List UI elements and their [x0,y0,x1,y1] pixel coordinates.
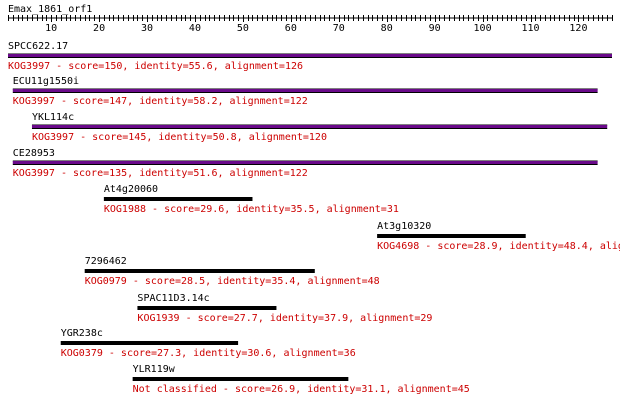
hit-row: SPAC11D3.14c KOG1939 - score=27.7, identi… [137,293,432,324]
hit-row: At4g20060 KOG1988 - score=29.6, identity=… [103,184,399,215]
axis-tick-label: 40 [189,23,201,34]
query-axis-ticks: 10 20 30 40 50 60 70 80 90 100 110 120 [8,15,613,34]
axis-tick-label: 90 [429,23,441,34]
axis-tick-label: 30 [141,23,153,34]
hit-bar[interactable] [12,89,598,92]
hit-bar[interactable] [377,234,526,238]
hit-row: ECU11g1550i KOG3997 - score=147, identity… [12,76,598,107]
axis-tick-label: 60 [285,23,297,34]
hit-row: YKL114c KOG3997 - score=145, identity=50.… [31,112,608,143]
hit-bar[interactable] [137,306,277,310]
hit-row: YLR119w Not classified - score=26.9, iden… [132,364,470,395]
hit-annotation[interactable]: KOG3997 - score=150, identity=55.6, alig… [8,61,303,72]
hit-row: 7296462 KOG0979 - score=28.5, identity=35… [84,256,380,287]
hit-bar-outline-bottom [12,92,598,93]
hit-annotation[interactable]: KOG1939 - score=27.7, identity=37.9, ali… [137,313,432,324]
query-title: Emax_1861_orf1 [8,4,92,15]
hit-name[interactable]: YGR238c [61,328,103,339]
hit-annotation[interactable]: Not classified - score=26.9, identity=31… [133,384,470,395]
axis-tick-label: 70 [333,23,345,34]
hit-bar[interactable] [8,54,612,57]
hit-name[interactable]: SPCC622.17 [8,41,68,52]
hit-bar[interactable] [31,125,608,128]
hit-name[interactable]: CE28953 [13,148,55,159]
hit-row: YGR238c KOG0379 - score=27.3, identity=30… [60,328,356,359]
hit-annotation[interactable]: KOG4698 - score=28.9, identity=48.4, ali… [377,241,620,252]
hit-list: SPCC622.17 KOG3997 - score=150, identity=… [8,41,620,395]
axis-tick-label: 110 [521,23,539,34]
axis-tick-label: 20 [93,23,105,34]
hit-bar[interactable] [103,197,253,201]
hit-name[interactable]: At3g10320 [377,221,431,232]
hit-bar[interactable] [12,161,598,164]
hit-bar-outline-bottom [12,164,598,165]
axis-tick-label: 50 [237,23,249,34]
hit-row: SPCC622.17 KOG3997 - score=150, identity=… [8,41,612,72]
hit-row: CE28953 KOG3997 - score=135, identity=51.… [12,148,598,179]
axis-tick-label: 10 [45,23,57,34]
hit-name[interactable]: ECU11g1550i [13,76,79,87]
query-header: Emax_1861_orf1 10 20 30 40 50 60 70 80 90 100 110 1… [8,4,613,34]
hit-bar-outline-bottom [31,128,608,129]
hit-name[interactable]: 7296462 [85,256,127,267]
axis-tick-label: 120 [569,23,587,34]
hit-annotation[interactable]: KOG1988 - score=29.6, identity=35.5, ali… [104,204,399,215]
hit-row: At3g10320 KOG4698 - score=28.9, identity=… [377,221,620,252]
hit-name[interactable]: YLR119w [133,364,176,375]
hit-bar[interactable] [60,341,239,345]
hit-name[interactable]: SPAC11D3.14c [137,293,209,304]
hit-annotation[interactable]: KOG3997 - score=135, identity=51.6, alig… [13,168,308,179]
hit-name[interactable]: At4g20060 [104,184,158,195]
axis-tick-label: 100 [474,23,492,34]
hit-annotation[interactable]: KOG0379 - score=27.3, identity=30.6, ali… [61,348,356,359]
axis-tick-label: 80 [381,23,393,34]
hit-name[interactable]: YKL114c [32,112,74,123]
hit-annotation[interactable]: KOG0979 - score=28.5, identity=35.4, ali… [85,276,380,287]
hit-bar-outline-bottom [8,57,612,58]
hit-annotation[interactable]: KOG3997 - score=145, identity=50.8, alig… [32,132,327,143]
hit-bar[interactable] [132,377,349,381]
hit-bar[interactable] [84,269,315,273]
hit-annotation[interactable]: KOG3997 - score=147, identity=58.2, alig… [13,96,308,107]
